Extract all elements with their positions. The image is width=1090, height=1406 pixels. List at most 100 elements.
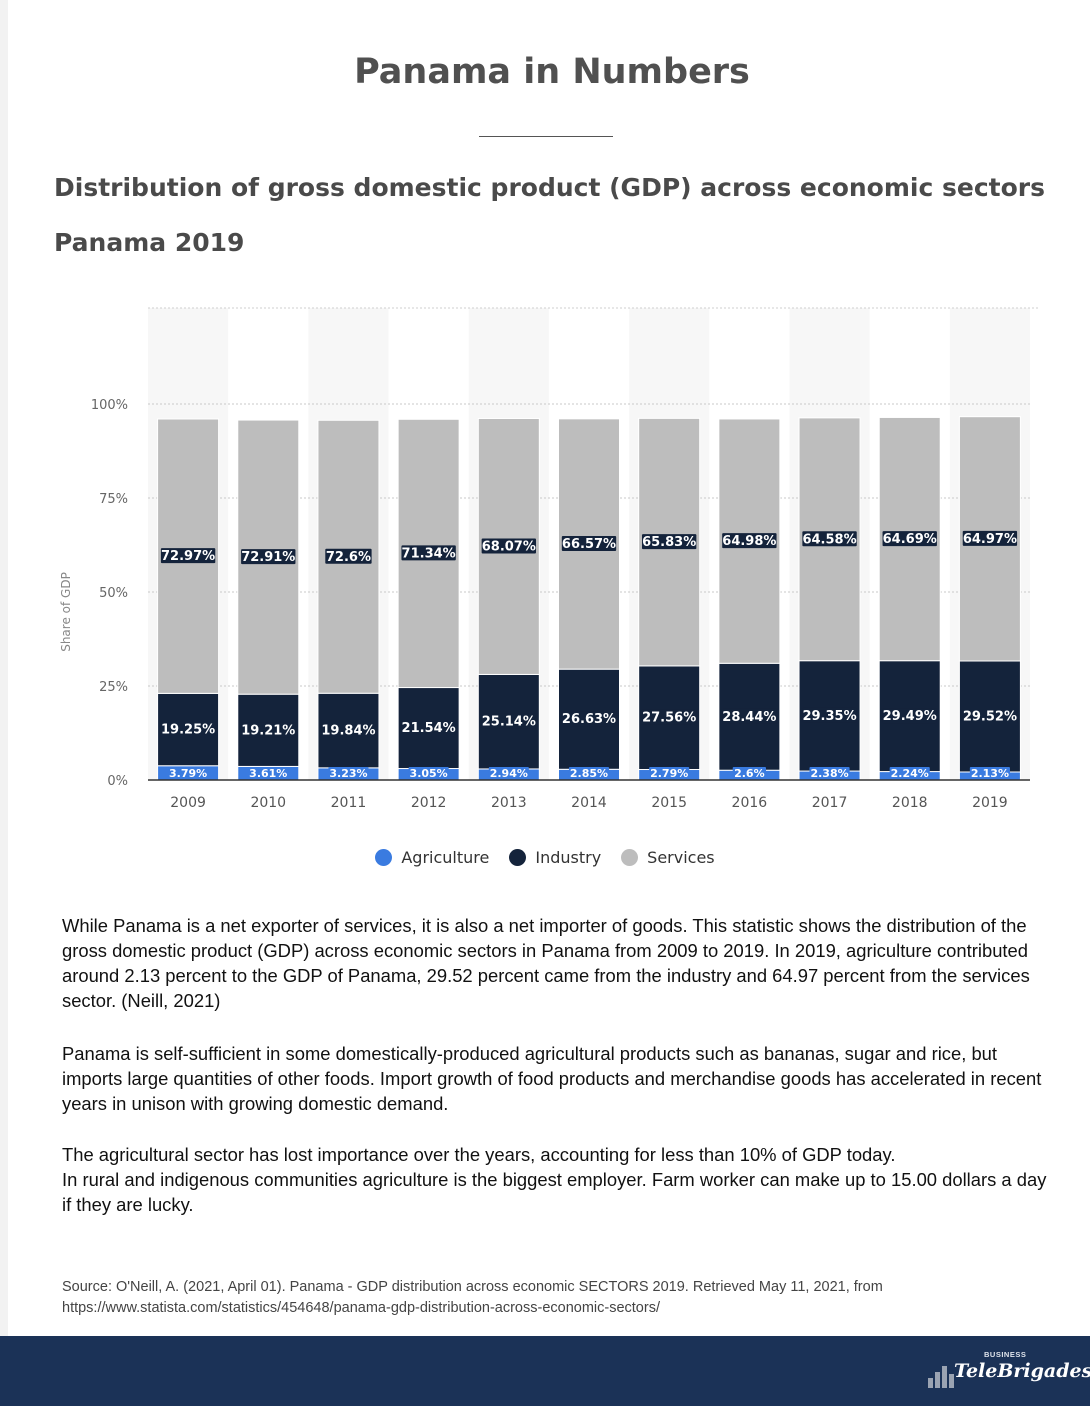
data-label-bg (561, 711, 617, 727)
x-tick-label: 2017 (812, 795, 848, 811)
data-label-services: 72.97% (161, 549, 215, 564)
data-label-industry: 29.35% (802, 709, 856, 724)
x-tick-label: 2018 (892, 795, 928, 811)
data-label-agriculture: 2.6% (734, 767, 765, 780)
data-label-agriculture: 3.61% (249, 767, 287, 780)
data-label-services: 72.91% (241, 550, 295, 565)
data-label-agriculture: 3.79% (169, 767, 207, 780)
x-tick-label: 2016 (732, 795, 768, 811)
data-label-bg (561, 536, 617, 552)
legend-item-industry[interactable]: Industry (509, 848, 601, 867)
x-tick-label: 2013 (491, 795, 527, 811)
data-label-bg (722, 708, 777, 724)
data-label-bg (568, 767, 610, 780)
x-tick-label: 2019 (972, 795, 1008, 811)
data-label-agriculture: 2.94% (490, 767, 528, 780)
data-label-bg (325, 548, 372, 564)
data-label-bg (401, 545, 456, 561)
data-label-agriculture: 2.79% (650, 767, 688, 780)
y-tick-label: 50% (99, 586, 128, 601)
data-label-bg (328, 767, 369, 780)
data-label-industry: 28.44% (722, 710, 776, 725)
data-label-industry: 25.14% (482, 715, 536, 730)
legend-label-industry: Industry (535, 848, 602, 867)
data-label-industry: 27.56% (642, 711, 696, 726)
data-label-services: 65.83% (642, 535, 696, 550)
legend-item-services[interactable]: Services (621, 848, 715, 867)
y-tick-label: 75% (99, 492, 128, 507)
left-border (0, 0, 8, 1336)
data-label-bg (722, 533, 777, 549)
data-label-bg (809, 767, 850, 780)
logo-bars-icon (928, 1366, 954, 1388)
page-title: Panama in Numbers (354, 52, 750, 92)
legend-label-agriculture: Agriculture (401, 848, 490, 867)
data-label-services: 64.58% (802, 532, 856, 547)
legend-item-agriculture[interactable]: Agriculture (375, 848, 489, 867)
x-tick-label: 2011 (331, 795, 367, 811)
data-label-agriculture: 2.85% (570, 767, 608, 780)
logo-small-text: BUSINESS (984, 1350, 1027, 1359)
data-label-services: 64.97% (963, 532, 1017, 547)
y-axis-label: Share of GDP (59, 572, 73, 652)
data-label-agriculture: 3.05% (410, 767, 448, 780)
data-label-industry: 19.25% (161, 723, 215, 738)
logo-main-text: TeleBrigades (954, 1360, 1090, 1382)
telebrigades-logo[interactable]: BUSINESS TeleBrigades (928, 1348, 1090, 1394)
data-label-bg (882, 708, 937, 724)
x-tick-label: 2010 (250, 795, 286, 811)
data-label-services: 66.57% (562, 537, 616, 552)
y-tick-label: 25% (99, 680, 128, 695)
data-label-agriculture: 2.38% (810, 767, 848, 780)
title-divider (479, 136, 613, 137)
data-label-bg (649, 767, 690, 780)
y-tick-label: 100% (91, 398, 128, 413)
chart-title: Distribution of gross domestic product (… (54, 173, 1045, 202)
data-label-bg (248, 767, 289, 780)
data-label-industry: 29.49% (883, 709, 937, 724)
data-label-services: 72.6% (326, 550, 371, 565)
paragraph-agriculture-sector-line2: In rural and indigenous communities agri… (62, 1169, 1047, 1215)
paragraph-agriculture-sector-line1: The agricultural sector has lost importa… (62, 1144, 896, 1165)
data-label-bg (241, 549, 296, 565)
data-label-bg (969, 767, 1010, 780)
data-label-bg (802, 531, 857, 547)
data-label-bg (732, 767, 767, 780)
legend-dot-services (621, 849, 639, 866)
data-label-bg (882, 531, 937, 547)
footer-bar: BUSINESS TeleBrigades (0, 1336, 1090, 1406)
x-tick-label: 2009 (170, 795, 206, 811)
legend-dot-agriculture (375, 849, 393, 866)
data-label-industry: 19.21% (241, 723, 295, 738)
data-label-bg (962, 708, 1018, 724)
legend-dot-industry (509, 849, 527, 866)
data-label-agriculture: 2.13% (971, 767, 1009, 780)
data-label-bg (642, 709, 697, 725)
data-label-bg (488, 767, 529, 780)
data-label-services: 68.07% (482, 539, 536, 554)
data-label-industry: 19.84% (321, 724, 375, 739)
data-label-bg (802, 707, 857, 723)
data-label-bg (160, 548, 216, 564)
paragraph-exports: While Panama is a net exporter of servic… (62, 915, 1030, 1011)
data-label-industry: 21.54% (402, 721, 456, 736)
paragraph-agriculture-sector: The agricultural sector has lost importa… (62, 1142, 1058, 1217)
data-label-agriculture: 3.23% (329, 767, 367, 780)
data-label-bg (401, 720, 456, 736)
data-label-bg (889, 767, 930, 780)
data-label-services: 64.98% (722, 534, 776, 549)
data-label-bg (168, 767, 209, 780)
data-label-bg (160, 721, 216, 737)
legend-label-services: Services (647, 848, 715, 867)
data-label-services: 71.34% (402, 546, 456, 561)
data-label-industry: 26.63% (562, 712, 616, 727)
chart-legend: Agriculture Industry Services (0, 848, 1090, 867)
data-label-industry: 29.52% (963, 709, 1017, 724)
x-tick-label: 2014 (571, 795, 607, 811)
data-label-bg (408, 767, 449, 780)
data-label-bg (642, 534, 697, 550)
data-label-bg (481, 713, 536, 729)
paragraph-agriculture-products: Panama is self-sufficient in some domest… (62, 1043, 1042, 1114)
data-label-bg (321, 722, 376, 738)
data-label-bg (481, 538, 536, 554)
